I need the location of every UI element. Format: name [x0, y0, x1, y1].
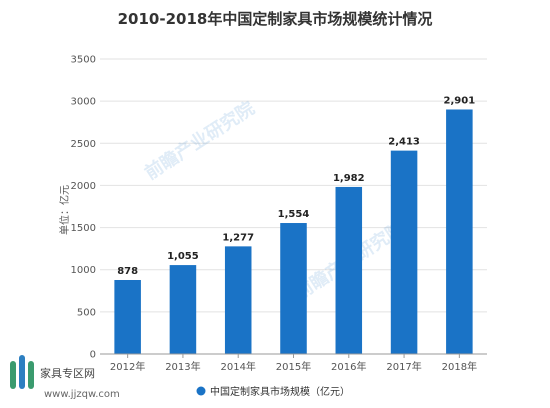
- x-tick-label: 2018年: [442, 360, 477, 373]
- bar: [224, 246, 252, 354]
- logo-text: 家具专区网: [40, 366, 95, 380]
- x-tick-label: 2016年: [331, 360, 366, 373]
- bar-value-label: 1,277: [222, 232, 254, 243]
- logo-icon-bar-2: [28, 361, 34, 389]
- legend-label: 中国定制家具市场规模（亿元）: [210, 385, 350, 398]
- logo-icon-bar: [19, 355, 25, 389]
- bar-value-label: 1,554: [278, 209, 310, 220]
- y-tick-label: 500: [77, 307, 96, 318]
- bar: [446, 109, 473, 354]
- legend: 中国定制家具市场规模（亿元）: [196, 385, 350, 398]
- y-tick-label: 1500: [71, 223, 96, 234]
- y-tick-label: 3000: [71, 97, 96, 108]
- x-tick-labels: 2012年 2013年 2014年 2015年 2016年 2017年 2018年: [110, 354, 477, 373]
- bar: [335, 186, 363, 354]
- y-tick-labels: 0 500 1000 1500 2000 2500 3000 3500: [71, 55, 96, 361]
- bar: [114, 279, 141, 354]
- y-tick-label: 3500: [71, 55, 96, 66]
- y-tick-label: 2000: [71, 181, 96, 192]
- x-tick-label: 2017年: [386, 360, 421, 373]
- y-tick-label: 1000: [71, 265, 96, 276]
- x-tick-label: 2014年: [220, 360, 255, 373]
- bar-value-label: 2,413: [388, 137, 420, 148]
- y-tick-label: 0: [90, 350, 96, 361]
- bar: [390, 150, 418, 354]
- x-tick-label: 2013年: [165, 360, 200, 373]
- bar: [280, 223, 307, 354]
- x-tick-label: 2012年: [110, 360, 145, 373]
- logo-url: www.jjzqw.com: [44, 389, 120, 400]
- y-tick-label: 2500: [71, 139, 96, 150]
- chart-title: 2010-2018年中国定制家具市场规模统计情况: [118, 10, 433, 28]
- bar-value-label: 878: [117, 266, 138, 277]
- bar-series: 878 1,055 1,277 1,554 1,982 2,413 2,901: [114, 95, 475, 354]
- legend-marker: [196, 386, 206, 396]
- x-tick-label: 2015年: [276, 360, 311, 373]
- logo-icon: [10, 361, 16, 389]
- watermark-overlay: 前瞻产业研究院: [141, 97, 259, 184]
- bar-value-label: 1,055: [167, 251, 199, 262]
- bar-value-label: 1,982: [333, 173, 365, 184]
- y-axis-label: 单位：亿元: [58, 185, 71, 235]
- bar-value-label: 2,901: [444, 95, 476, 106]
- bar: [169, 265, 197, 354]
- watermark-logo: 家具专区网 www.jjzqw.com: [10, 355, 120, 400]
